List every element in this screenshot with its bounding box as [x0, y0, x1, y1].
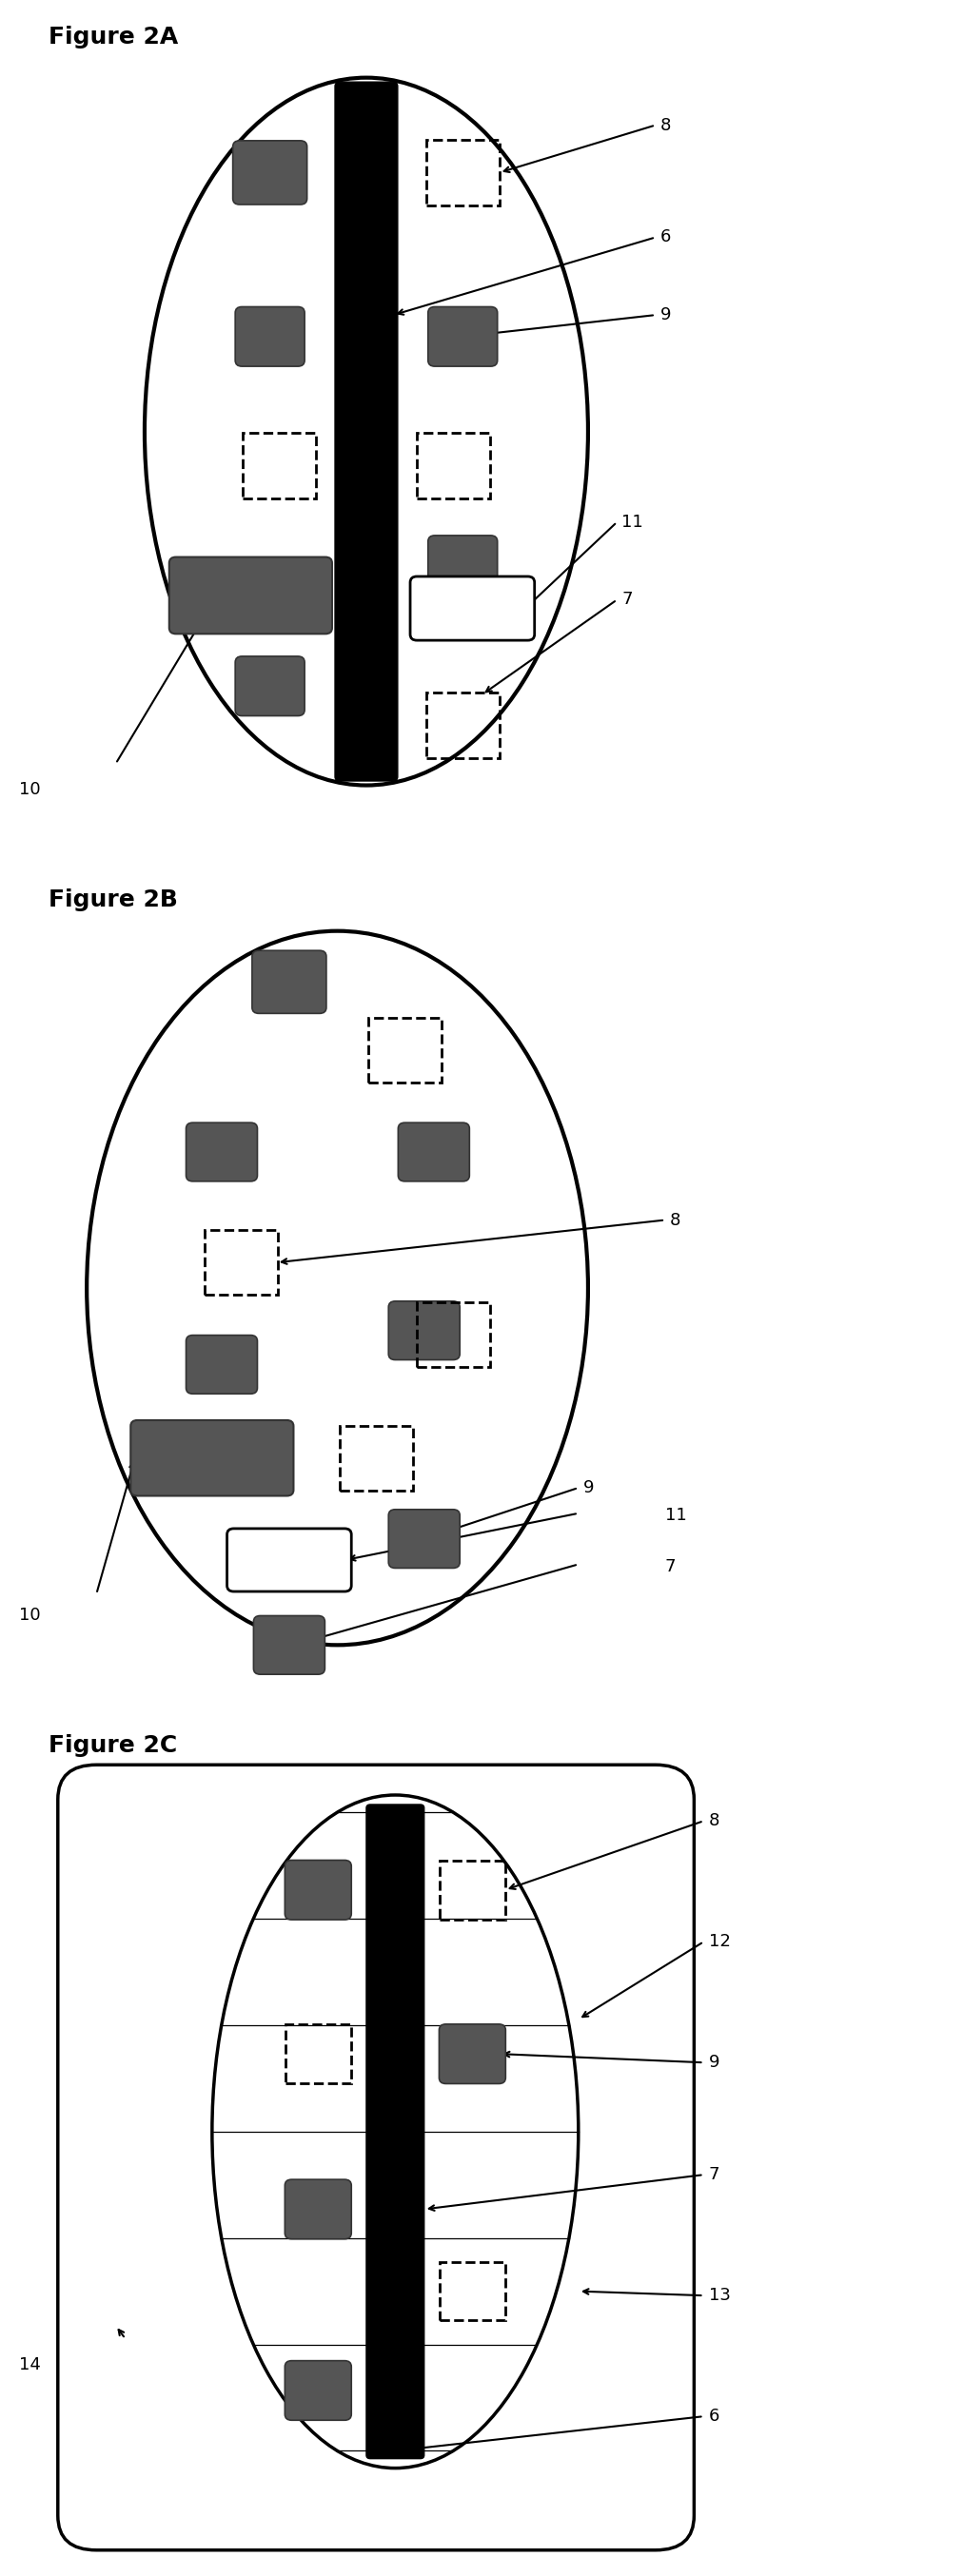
FancyBboxPatch shape [388, 1301, 460, 1360]
FancyBboxPatch shape [252, 951, 326, 1012]
FancyBboxPatch shape [284, 2179, 351, 2239]
FancyBboxPatch shape [388, 1510, 460, 1569]
FancyBboxPatch shape [186, 1123, 257, 1182]
Text: 6: 6 [709, 2409, 719, 2424]
Text: Figure 2A: Figure 2A [48, 26, 178, 49]
FancyBboxPatch shape [398, 1123, 469, 1182]
FancyBboxPatch shape [284, 1860, 351, 1919]
FancyBboxPatch shape [366, 1806, 424, 2458]
Ellipse shape [145, 77, 588, 786]
FancyBboxPatch shape [428, 307, 497, 366]
FancyBboxPatch shape [170, 556, 332, 634]
FancyBboxPatch shape [335, 82, 397, 781]
FancyBboxPatch shape [58, 1765, 694, 2550]
Text: 9: 9 [709, 2053, 719, 2071]
Text: 9: 9 [660, 307, 671, 325]
Text: 12: 12 [709, 1932, 731, 1950]
Text: 11: 11 [622, 513, 643, 531]
FancyBboxPatch shape [235, 657, 305, 716]
Ellipse shape [212, 1795, 578, 2468]
Text: 7: 7 [665, 1558, 676, 1577]
Text: 7: 7 [622, 592, 632, 608]
Text: 8: 8 [670, 1211, 681, 1229]
Text: 6: 6 [660, 229, 671, 245]
FancyBboxPatch shape [284, 2360, 351, 2421]
Text: 14: 14 [19, 2357, 41, 2372]
Text: 10: 10 [19, 781, 40, 799]
Text: 11: 11 [665, 1507, 686, 1525]
FancyBboxPatch shape [233, 142, 307, 204]
FancyBboxPatch shape [130, 1419, 293, 1497]
FancyBboxPatch shape [254, 1615, 325, 1674]
Text: Figure 2B: Figure 2B [48, 889, 177, 912]
Text: 9: 9 [583, 1479, 594, 1497]
Text: Figure 2C: Figure 2C [48, 1734, 177, 1757]
FancyBboxPatch shape [428, 536, 497, 595]
FancyBboxPatch shape [186, 1334, 257, 1394]
Text: 13: 13 [709, 2287, 731, 2303]
Text: 8: 8 [660, 116, 671, 134]
Ellipse shape [87, 930, 588, 1646]
Text: 8: 8 [709, 1814, 719, 1829]
FancyBboxPatch shape [228, 1528, 352, 1592]
Text: 7: 7 [709, 2166, 719, 2184]
FancyBboxPatch shape [440, 2025, 505, 2084]
FancyBboxPatch shape [411, 577, 534, 641]
Text: 10: 10 [19, 1607, 40, 1623]
FancyBboxPatch shape [235, 307, 305, 366]
